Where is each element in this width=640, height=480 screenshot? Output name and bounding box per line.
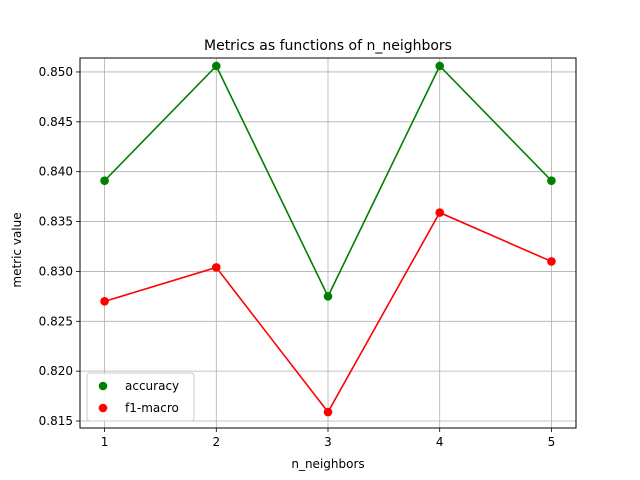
x-tick-label: 4 [436, 435, 444, 449]
x-tick-label: 5 [548, 435, 556, 449]
data-point [211, 263, 221, 272]
y-tick-label: 0.850 [39, 65, 73, 79]
y-tick-label: 0.830 [39, 264, 73, 278]
legend-label: f1-macro [125, 401, 179, 415]
x-axis-label: n_neighbors [291, 457, 364, 471]
data-point [100, 297, 109, 306]
data-point [211, 61, 221, 71]
legend: accuracy f1-macro [86, 372, 195, 422]
legend-marker [98, 403, 108, 413]
data-point [323, 407, 333, 417]
y-tick-label: 0.815 [39, 414, 73, 428]
x-tick-label: 2 [212, 435, 220, 449]
data-point [547, 257, 556, 266]
legend-marker [98, 381, 108, 391]
y-tick-label: 0.820 [39, 364, 73, 378]
y-tick-label: 0.825 [39, 314, 73, 328]
data-point [323, 292, 333, 301]
data-point [100, 176, 109, 185]
ticks: 1 2 3 4 5 0.815 0.820 0.825 0.830 0.835 0.840 0.845… [39, 65, 556, 449]
data-point [435, 61, 445, 71]
legend-label: accuracy [125, 379, 179, 393]
legend-item: accuracy [98, 379, 179, 393]
x-tick-label: 3 [324, 435, 332, 449]
data-point [547, 176, 556, 185]
chart-title: Metrics as functions of n_neighbors [204, 38, 452, 54]
legend-box [86, 372, 195, 422]
y-tick-label: 0.835 [39, 215, 73, 229]
y-axis-label: metric value [10, 212, 24, 287]
legend-item: f1-macro [98, 401, 179, 415]
data-point [435, 208, 445, 217]
series-1 [100, 61, 556, 301]
y-tick-label: 0.845 [39, 115, 73, 129]
series-2 [100, 208, 556, 417]
grid [80, 58, 576, 428]
x-tick-label: 1 [101, 435, 109, 449]
series-layer [100, 61, 556, 417]
y-tick-label: 0.840 [39, 165, 73, 179]
